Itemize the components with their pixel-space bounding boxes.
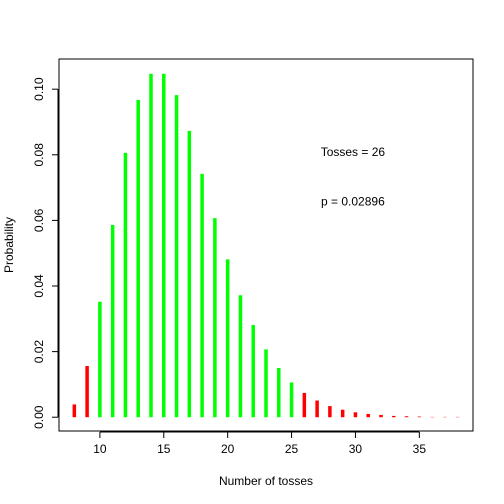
x-tick-label: 25 xyxy=(285,442,299,456)
y-tick-label: 0.10 xyxy=(32,77,46,101)
y-axis-label: Probability xyxy=(2,217,16,273)
y-tick-label: 0.06 xyxy=(32,208,46,232)
bars-group xyxy=(72,73,460,418)
x-tick-label: 30 xyxy=(349,442,363,456)
x-tick-label: 10 xyxy=(93,442,107,456)
y-tick-label: 0.04 xyxy=(32,274,46,298)
x-axis-label: Number of tosses xyxy=(219,474,313,488)
x-axis: 10 15 20 25 30 35 xyxy=(93,431,427,456)
annotation-tosses: Tosses = 26 xyxy=(321,145,386,159)
y-tick-label: 0.00 xyxy=(32,405,46,429)
annotations-group: Tosses = 26 p = 0.02896 xyxy=(321,145,386,209)
annotation-p-value: p = 0.02896 xyxy=(321,195,385,209)
x-tick-label: 15 xyxy=(157,442,171,456)
x-tick-label: 35 xyxy=(413,442,427,456)
y-tick-label: 0.02 xyxy=(32,340,46,364)
x-tick-label: 20 xyxy=(221,442,235,456)
plot-frame xyxy=(58,58,474,432)
y-tick-label: 0.08 xyxy=(32,143,46,167)
y-axis: 0.00 0.02 0.04 0.06 0.08 0.10 xyxy=(32,77,59,429)
